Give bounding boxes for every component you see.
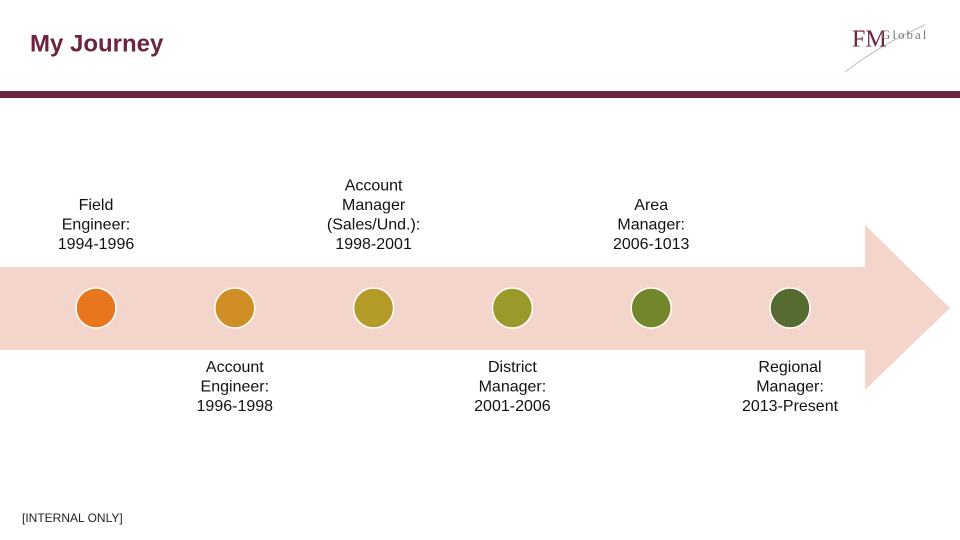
milestone-label: 2013-Present (742, 398, 839, 415)
logo-swoosh (844, 24, 926, 73)
footer-label: [INTERNAL ONLY] (22, 511, 123, 525)
logo-mark: FM (852, 27, 887, 53)
milestone-label: Area (634, 197, 668, 214)
header-rule (0, 91, 960, 98)
milestones: Field Engineer: 1994-1996 Account Engineer: 1… (58, 178, 839, 416)
slide-title: My Journey (30, 30, 164, 57)
milestone-dot (769, 287, 811, 329)
milestone-label: Manager (342, 197, 406, 214)
milestone-label: (Sales/Und.): (327, 217, 420, 234)
logo-word: Global (881, 27, 928, 42)
milestone-label: Manager: (479, 379, 547, 396)
milestone-label: District (488, 359, 537, 376)
milestone-label: Account (206, 359, 264, 376)
milestone-dot (214, 287, 256, 329)
milestone-label: Account (345, 178, 403, 195)
milestone-dot (630, 287, 672, 329)
milestone-label: Manager: (756, 379, 824, 396)
milestone-label: 1994-1996 (58, 236, 135, 253)
logo: FM Global (844, 24, 928, 73)
milestone-dot (75, 287, 117, 329)
milestone-label: 2006-1013 (613, 236, 690, 253)
milestone-dot (491, 287, 534, 329)
timeline-arrow (0, 225, 950, 390)
milestone-label: 1996-1998 (197, 398, 274, 415)
milestone-label: 1998-2001 (335, 236, 412, 253)
milestone-label: Field (79, 197, 114, 214)
milestone-label: Engineer: (62, 217, 131, 234)
milestone-label: Regional (758, 359, 821, 376)
milestone-label: Engineer: (201, 379, 270, 396)
milestone-label: Manager: (617, 217, 685, 234)
milestone-label: 2001-2006 (474, 398, 551, 415)
milestone-dot (352, 287, 395, 329)
